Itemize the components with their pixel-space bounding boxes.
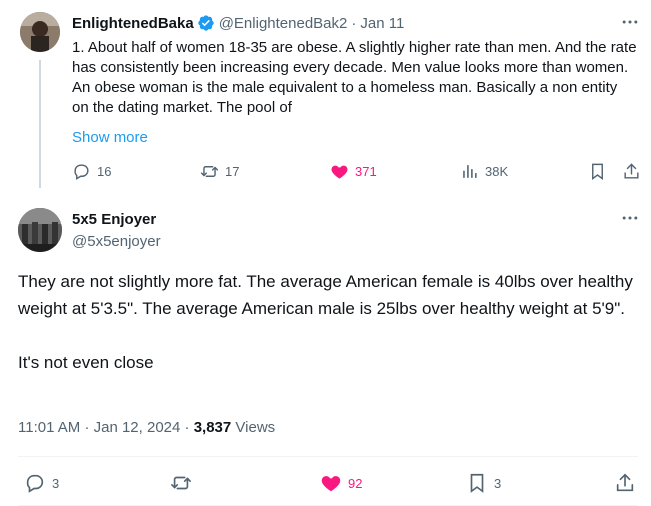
divider [18,456,638,457]
share-button[interactable] [622,162,641,181]
retweet-button[interactable]: 17 [200,162,239,181]
parent-tweet[interactable]: EnlightenedBaka @EnlightenedBak2 · Jan 1… [0,0,651,192]
bookmark-button[interactable] [588,162,607,181]
retweet-button[interactable] [170,472,192,494]
bookmark-icon [470,473,484,493]
reply-count: 3 [52,475,60,491]
tweet-text: 1. About half of women 18-35 are obese. … [72,39,637,116]
share-icon [624,163,639,179]
share-button[interactable] [614,472,636,494]
avatar[interactable] [18,208,62,252]
bookmark-button[interactable]: 3 [466,472,501,494]
more-icon[interactable] [620,208,640,228]
separator-dot: · [184,419,190,436]
heart-icon [331,165,348,179]
like-count: 371 [355,164,377,179]
avatar[interactable] [20,12,60,52]
views-count: 38K [485,164,509,179]
display-name[interactable]: EnlightenedBaka [72,14,194,32]
show-more-link[interactable]: Show more [72,129,148,146]
retweet-icon [200,166,219,177]
display-name[interactable]: 5x5 Enjoyer [72,211,157,228]
retweet-count: 17 [225,164,240,179]
views-button[interactable]: 38K [460,162,508,181]
bookmark-count: 3 [494,475,502,491]
reply-icon [74,164,89,180]
tweet-header: EnlightenedBaka @EnlightenedBak2 · Jan 1… [72,12,404,34]
tweet-text: They are not slightly more fat. The aver… [18,268,638,376]
reply-count: 16 [97,164,112,179]
tweet-time[interactable]: 11:01 AM [18,419,81,436]
tweet-date[interactable]: Jan 12, 2024 [93,419,181,436]
separator-dot: · [84,419,90,436]
reply-icon [26,474,44,493]
tweet-paragraph: It's not even close [18,353,154,372]
verified-badge-icon [198,15,214,31]
views-icon [463,165,477,178]
tweet-paragraph: They are not slightly more fat. The aver… [18,272,633,318]
bookmark-icon [592,163,603,181]
reply-button[interactable]: 3 [24,472,59,494]
heart-icon [321,476,341,492]
retweet-icon [171,476,191,490]
handle[interactable]: @EnlightenedBak2 [218,14,348,32]
like-count: 92 [348,475,363,491]
like-button[interactable]: 371 [330,162,377,181]
share-icon [616,473,634,492]
tweet-meta: 11:01 AM · Jan 12, 2024 · 3,837 Views [18,418,275,438]
tweet-date[interactable]: Jan 11 [360,14,405,32]
views-count: 3,837 [193,419,232,436]
thread-line [39,60,41,188]
handle[interactable]: @5x5enjoyer [72,233,161,250]
more-icon[interactable] [620,12,640,32]
reply-button[interactable]: 16 [72,162,111,181]
separator-dot: · [351,14,357,32]
like-button[interactable]: 92 [320,472,362,494]
views-label: Views [235,419,276,436]
